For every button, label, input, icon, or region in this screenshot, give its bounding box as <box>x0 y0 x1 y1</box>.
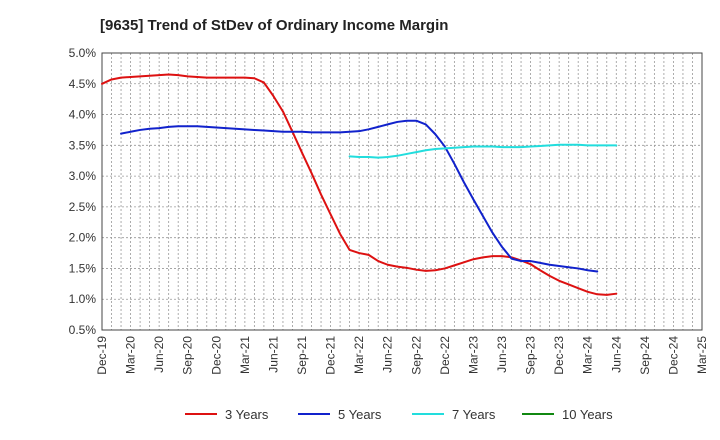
x-tick-label: Jun-20 <box>152 336 166 373</box>
x-tick-label: Dec-19 <box>95 336 109 375</box>
y-tick-label: 5.0% <box>69 46 97 60</box>
x-tick-label: Dec-23 <box>552 336 566 375</box>
series-line-7-years <box>348 143 618 159</box>
legend-label: 7 Years <box>452 407 496 422</box>
y-tick-label: 4.0% <box>69 108 97 122</box>
y-tick-label: 3.5% <box>69 138 97 152</box>
y-tick-label: 1.5% <box>69 261 97 275</box>
x-tick-label: Sep-24 <box>638 336 652 375</box>
legend: 3 Years 5 Years 7 Years 10 Years <box>185 407 613 422</box>
x-tick-label: Mar-22 <box>352 336 366 374</box>
x-tick-label: Mar-24 <box>581 336 595 374</box>
plot-frame <box>101 52 703 331</box>
legend-label: 10 Years <box>562 407 613 422</box>
x-tick-label: Dec-21 <box>324 336 338 375</box>
y-tick-label: 3.0% <box>69 169 97 183</box>
x-tick-label: Dec-22 <box>438 336 452 375</box>
legend-label: 3 Years <box>225 407 269 422</box>
series-line-3-years <box>101 73 618 296</box>
x-tick-label: Sep-21 <box>295 336 309 375</box>
x-tick-label: Mar-23 <box>466 336 480 374</box>
x-tick-label: Jun-22 <box>381 336 395 373</box>
y-tick-label: 4.5% <box>69 77 97 91</box>
x-tick-label: Mar-20 <box>124 336 138 374</box>
x-tick-label: Jun-21 <box>266 336 280 373</box>
x-tick-label: Jun-23 <box>495 336 509 373</box>
chart-title: [9635] Trend of StDev of Ordinary Income… <box>100 17 448 34</box>
y-tick-label: 2.5% <box>69 200 97 214</box>
series-line-5-years <box>120 119 599 273</box>
y-tick-label: 0.5% <box>69 323 97 337</box>
x-tick-label: Dec-20 <box>209 336 223 375</box>
x-tick-label: Sep-23 <box>524 336 538 375</box>
axes: 0.5% 1.0% 1.5% 2.0% 2.5% 3.0% 3.5% 4.0% 4.5% 5.0%… <box>69 46 709 375</box>
x-tick-label: Sep-22 <box>409 336 423 375</box>
y-tick-label: 2.0% <box>69 231 97 245</box>
x-tick-label: Mar-25 <box>695 336 709 374</box>
x-tick-label: Sep-20 <box>181 336 195 375</box>
grid-lines <box>101 52 703 331</box>
y-tick-label: 1.0% <box>69 292 97 306</box>
x-tick-label: Jun-24 <box>609 336 623 373</box>
legend-label: 5 Years <box>338 407 382 422</box>
x-tick-label: Dec-24 <box>666 336 680 375</box>
x-tick-label: Mar-21 <box>238 336 252 374</box>
series-lines <box>101 73 618 296</box>
